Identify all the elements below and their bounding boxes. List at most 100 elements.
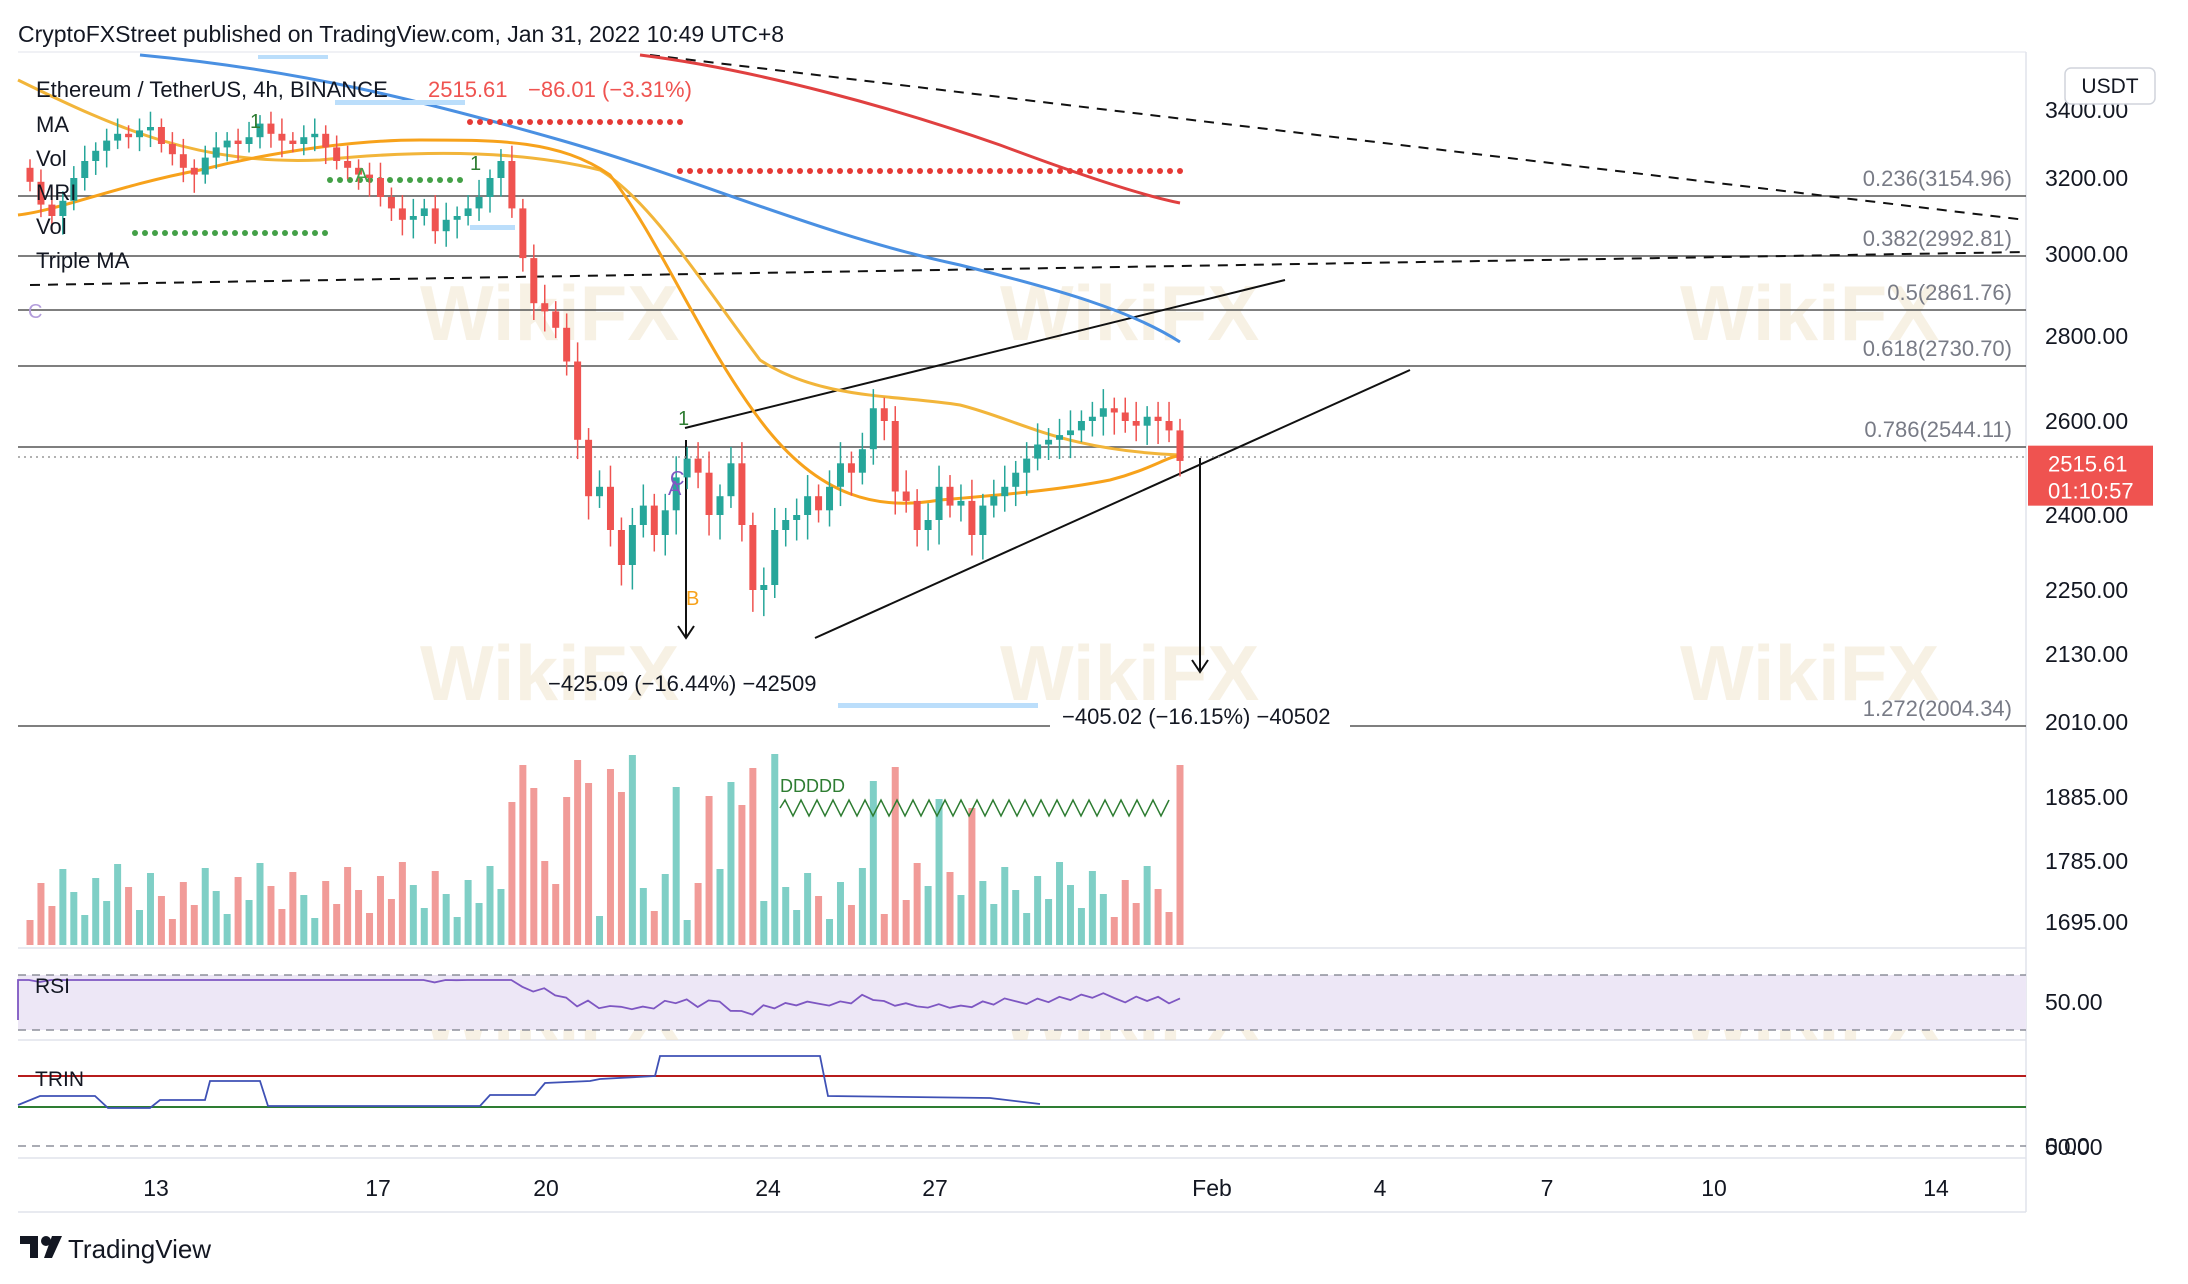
candle-body [70,178,78,201]
candle-body [826,486,834,511]
candle-body [278,133,286,141]
price-tick-label: 1885.00 [2045,784,2128,810]
volume-bar [475,903,483,945]
red-dot [1107,168,1113,174]
red-dot [487,119,493,125]
candle-body [267,123,275,134]
green-dot [252,230,258,236]
candle-body [223,140,231,148]
red-dot [557,119,563,125]
volume-bar [322,881,330,945]
candle-body [727,463,735,497]
red-dot [1097,168,1103,174]
candle-body [1045,439,1053,445]
volume-bar [858,868,866,945]
green-dot [242,230,248,236]
red-dot [627,119,633,125]
candle-body [1034,444,1042,459]
candle-body [661,510,669,535]
candle-body [771,530,779,585]
candle-body [1143,416,1151,426]
red-dot [577,119,583,125]
candle-body [376,178,384,197]
green-dot [222,230,228,236]
volume-bar [311,918,319,945]
fib-label: 0.236(3154.96) [1863,166,2012,191]
red-dot [1077,168,1083,174]
measure-annotations: −425.09 (−16.44%) −42509 −405.02 (−16.15%… [548,671,1350,730]
green-dot [337,177,343,183]
green-dot [282,230,288,236]
trin-level-label: 0.00 [2045,1133,2090,1159]
trend-lines [18,54,2027,674]
red-dot [587,119,593,125]
time-axis[interactable]: 13 17 20 24 27 Feb 4 7 10 14 [143,1175,1949,1201]
volume-bar [366,913,374,945]
volume-bar [563,797,571,945]
candle-body [212,147,220,158]
candle-body [1012,472,1020,487]
red-dot [857,168,863,174]
green-dot [202,230,208,236]
volume-bar [661,874,669,945]
volume-bar [1176,765,1184,945]
price-tick-label: 2250.00 [2045,577,2128,603]
candle-body [869,408,877,450]
candle-body [1176,430,1184,461]
price-tag-price: 2515.61 [2048,452,2128,477]
green-dot [272,230,278,236]
volume-bar [300,895,308,945]
candle-body [1121,412,1129,421]
volume-bar [804,873,812,945]
volume-bar [464,880,472,945]
volume-bar [431,871,439,945]
red-dot [1037,168,1043,174]
candle-body [1088,416,1096,421]
descending-dashed-line [649,54,2027,221]
volume-bar [125,887,133,945]
ma-blue-line [139,53,1181,344]
ma-red-line [639,53,1181,205]
red-dot [647,119,653,125]
volume-bar [267,886,275,945]
candle-body [81,161,89,178]
volume-bar [201,868,209,945]
candle-body [114,133,122,141]
green-dot [312,230,318,236]
green-dot [407,177,413,183]
volume-bar [223,914,231,945]
candle-body [683,458,691,478]
candle-body [420,208,428,216]
volume-bar [37,883,45,945]
highlight-bar [335,100,465,105]
marker-1: 1 [250,111,261,133]
red-dot [1137,168,1143,174]
candle-body [311,133,319,138]
candle-body [103,140,111,151]
red-dot [687,168,693,174]
red-dot [1017,168,1023,174]
fib-label: 0.618(2730.70) [1863,336,2012,361]
volume-bar [278,909,286,945]
green-dot [192,230,198,236]
candle-body [574,361,582,440]
red-dot [967,168,973,174]
candle-body [935,486,943,520]
trin-label: TRIN [35,1068,84,1091]
candle-body [497,161,505,178]
price-tick-label: 2400.00 [2045,502,2128,528]
candle-body [617,530,625,565]
red-dot [897,168,903,174]
red-dot [1057,168,1063,174]
red-dot [677,119,683,125]
volume-bar [530,788,538,945]
red-dot [1177,168,1183,174]
signal-dots [132,55,1183,708]
volume-bar [245,900,253,945]
candle-body [639,505,647,525]
volume-bar [705,796,713,945]
candle-body [92,150,100,161]
green-dot [437,177,443,183]
green-dot [152,230,158,236]
candle-body [146,127,154,131]
